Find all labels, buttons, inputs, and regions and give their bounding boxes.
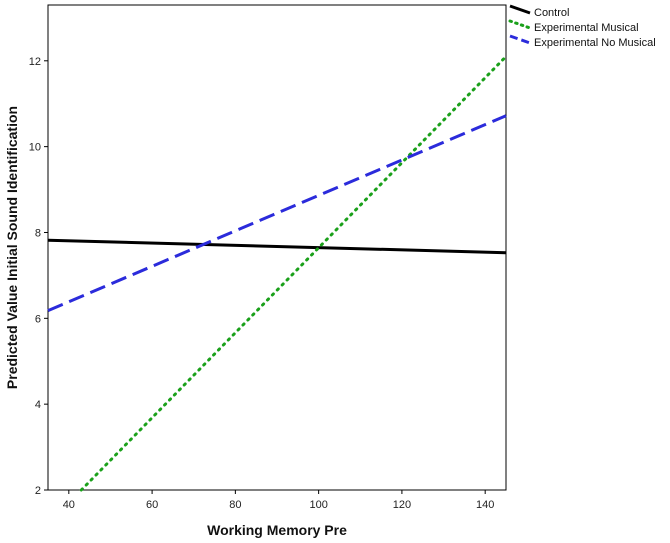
legend-swatch-3 (509, 34, 531, 45)
x-tick-label: 60 (146, 499, 158, 511)
plot-border (47, 4, 507, 491)
x-tick-label: 120 (393, 499, 411, 511)
legend-label-1: Control (534, 7, 569, 19)
x-tick-label: 140 (476, 499, 494, 511)
series-lines (47, 55, 508, 492)
y-tick-label: 12 (29, 56, 41, 68)
y-tick-label: 8 (35, 227, 41, 239)
y-tick-label: 2 (35, 485, 41, 497)
legend: Control Experimental Musical Experimental … (508, 4, 656, 49)
x-tick-label: 100 (309, 499, 327, 511)
series-line-3 (47, 114, 507, 312)
legend-label-2: Experimental Musical (534, 22, 639, 34)
x-axis-ticks: 40 60 80 100 120 140 (63, 490, 494, 511)
legend-label-3: Experimental No Musical (534, 37, 656, 49)
x-tick-label: 40 (63, 499, 75, 511)
y-axis-title: Predicted Value Initial Sound Identifica… (4, 106, 20, 389)
y-axis-ticks: 2 4 6 8 10 12 (29, 56, 48, 497)
y-tick-label: 4 (35, 399, 41, 411)
plot-area (47, 4, 507, 491)
legend-swatch-2 (508, 19, 532, 30)
x-axis-title: Working Memory Pre (207, 522, 347, 538)
series-line-1 (47, 238, 507, 255)
y-tick-label: 6 (35, 313, 41, 325)
legend-swatch-1 (509, 4, 531, 15)
series-line-2 (79, 55, 508, 492)
x-tick-label: 80 (229, 499, 241, 511)
y-tick-label: 10 (29, 142, 41, 154)
